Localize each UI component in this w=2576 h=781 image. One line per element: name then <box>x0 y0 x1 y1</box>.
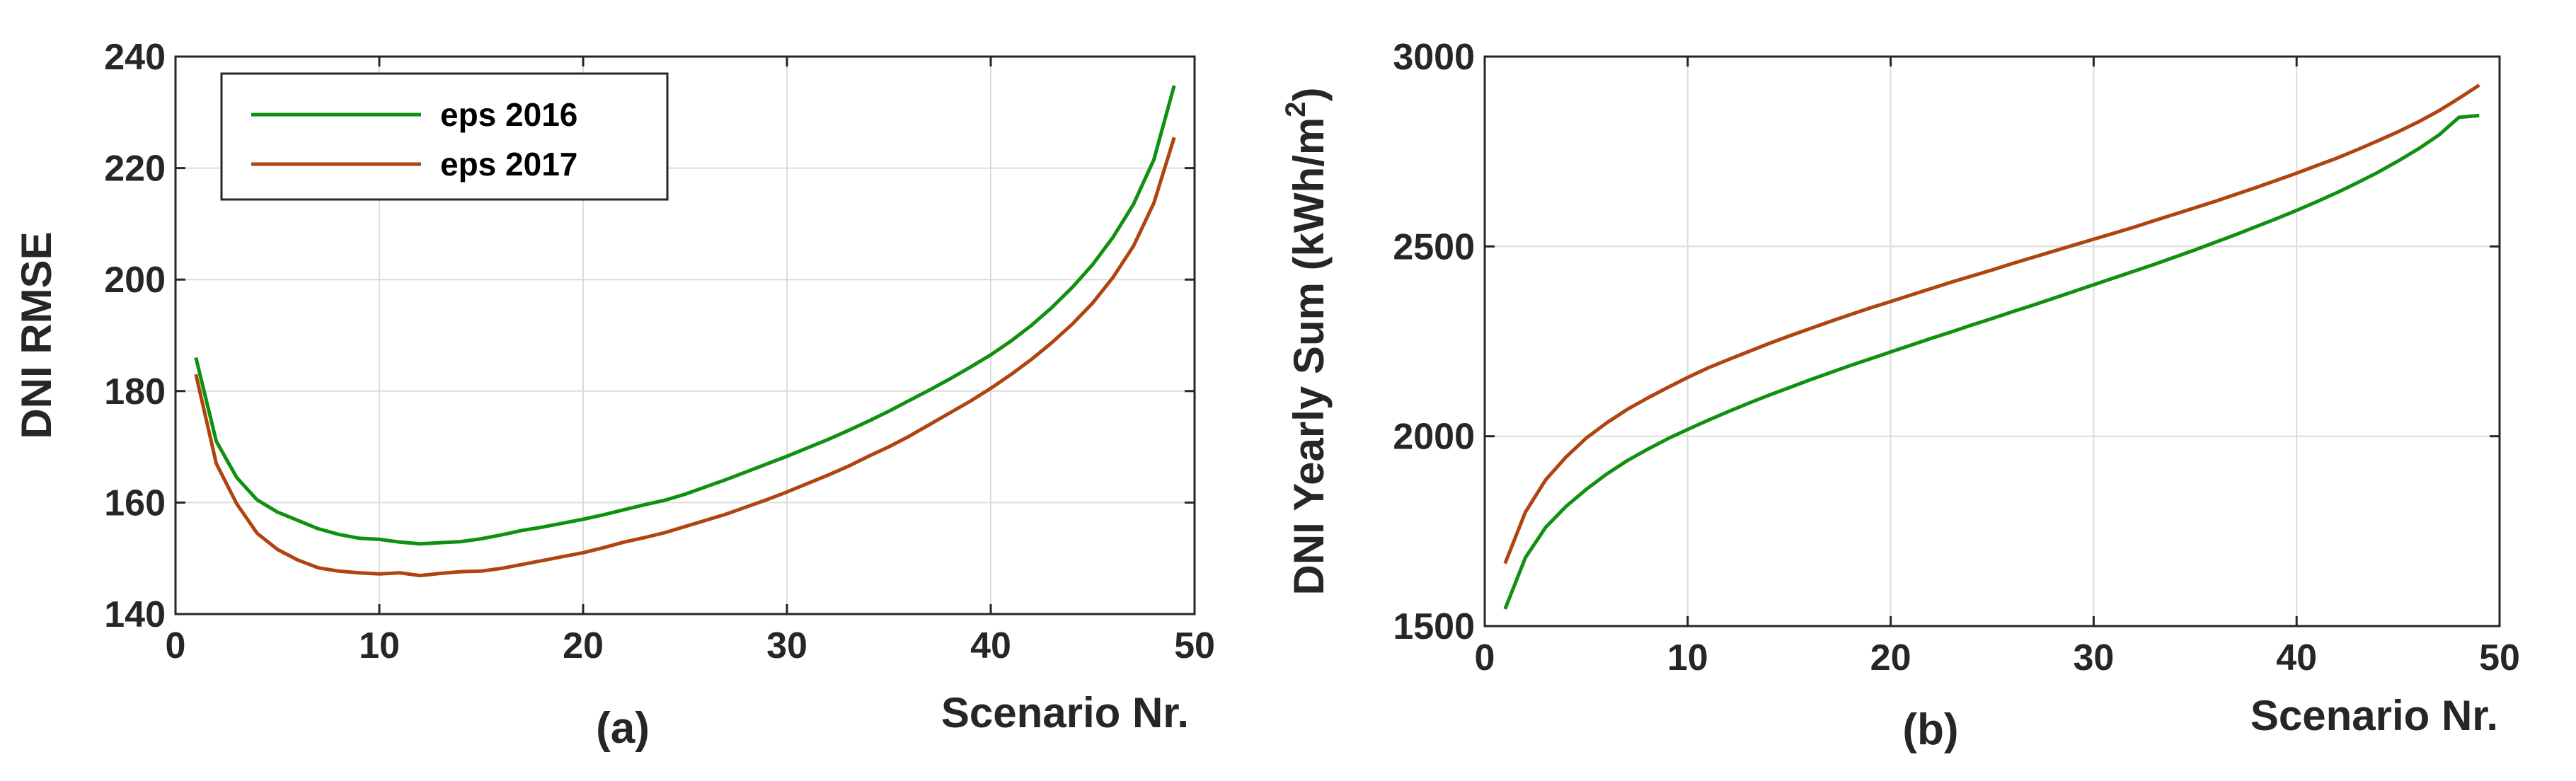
y-tick-label-a-200: 200 <box>104 260 166 301</box>
y-axis-label-b-superscript: 2 <box>1280 101 1311 117</box>
series-line-a-eps-2017 <box>194 137 1176 578</box>
legend-label-eps-2016: eps 2016 <box>440 96 577 133</box>
series-b <box>1503 83 2480 610</box>
y-tick-label-b-1500: 1500 <box>1393 606 1475 647</box>
x-axis-label-b: Scenario Nr. <box>2250 692 2498 739</box>
y-tick-label-a-160: 160 <box>104 482 166 523</box>
y-axis-label-b-suffix: ) <box>1285 88 1333 102</box>
y-tick-label-a-220: 220 <box>104 149 166 190</box>
panel-label-a: (a) <box>596 704 650 753</box>
x-tick-label-a-10: 10 <box>359 625 400 666</box>
chart-panel-b: 0 10 20 30 40 50 1500 2000 2500 3000 DNI Yearly … <box>1280 37 2520 754</box>
series-line-b-eps-2017 <box>1503 83 2480 565</box>
x-tick-label-b-40: 40 <box>2276 637 2317 678</box>
x-tick-label-b-30: 30 <box>2073 637 2114 678</box>
y-tick-labels-a: 140 160 180 200 220 240 <box>104 37 166 635</box>
legend-label-eps-2017: eps 2017 <box>440 146 577 183</box>
axes-box-b <box>1483 55 2501 627</box>
x-tick-label-a-40: 40 <box>970 625 1011 666</box>
y-tick-label-a-180: 180 <box>104 371 166 412</box>
y-axis-label-b-main: DNI Yearly Sum (kWh/m <box>1285 117 1333 596</box>
x-tick-label-b-10: 10 <box>1667 637 1708 678</box>
x-tick-label-b-0: 0 <box>1475 637 1495 678</box>
axes-box-a <box>174 55 1196 615</box>
x-tick-label-a-0: 0 <box>166 625 186 666</box>
ticks-a <box>174 55 1196 615</box>
panel-label-b: (b) <box>1902 705 1958 754</box>
y-axis-label-b: DNI Yearly Sum (kWh/m2) <box>1280 88 1333 596</box>
x-tick-label-a-20: 20 <box>563 625 604 666</box>
series-line-a-eps-2016 <box>194 85 1176 546</box>
y-tick-label-a-140: 140 <box>104 594 166 635</box>
x-tick-label-a-30: 30 <box>766 625 807 666</box>
x-tick-label-b-50: 50 <box>2479 637 2520 678</box>
ticks-b <box>1483 55 2501 627</box>
legend-box <box>220 72 669 201</box>
legend: eps 2016 eps 2017 <box>220 72 669 201</box>
y-tick-label-b-2000: 2000 <box>1393 417 1475 458</box>
y-tick-label-b-3000: 3000 <box>1393 37 1475 78</box>
y-tick-labels-b: 1500 2000 2500 3000 <box>1393 37 1475 647</box>
y-axis-label-a: DNI RMSE <box>13 231 60 439</box>
series-line-b-eps-2016 <box>1503 113 2480 610</box>
x-tick-label-b-20: 20 <box>1870 637 1911 678</box>
x-axis-label-a: Scenario Nr. <box>941 689 1189 736</box>
y-tick-label-a-240: 240 <box>104 37 166 78</box>
x-tick-labels-b: 0 10 20 30 40 50 <box>1475 637 2520 678</box>
x-tick-labels-a: 0 10 20 30 40 50 <box>166 625 1215 666</box>
y-tick-label-b-2500: 2500 <box>1393 226 1475 267</box>
series-a <box>194 85 1176 578</box>
x-tick-label-a-50: 50 <box>1174 625 1215 666</box>
